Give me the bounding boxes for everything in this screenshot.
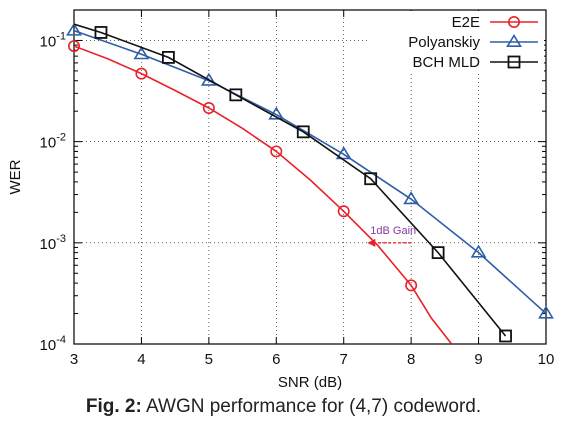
y-axis-label: WER [7, 159, 24, 194]
caption-label: Fig. 2: [85, 396, 142, 417]
legend-marker-bch-mld [507, 55, 521, 69]
polyanskiy-point [470, 244, 487, 258]
x-tick-label: 6 [272, 351, 280, 368]
x-tick-label: 9 [474, 351, 482, 368]
gain-arrow-head [367, 238, 376, 247]
y-tick-label: 10-4 [40, 334, 66, 354]
legend-label-bch-mld: BCH MLD [412, 54, 480, 71]
polyanskiy-line [74, 29, 546, 315]
x-tick-label: 3 [70, 351, 78, 368]
bch-mld-point [499, 329, 512, 343]
bch-mld-point [431, 246, 445, 260]
plot-frame [73, 9, 547, 345]
polyanskiy-point [66, 22, 82, 36]
x-tick-label: 8 [407, 351, 415, 368]
x-tick-label: 10 [538, 351, 555, 368]
e2e-point [270, 145, 283, 158]
x-tick-label: 7 [340, 351, 348, 368]
bch-mld-point [364, 172, 378, 186]
caption-text: AWGN performance for (4,7) codeword. [146, 396, 482, 417]
y-tick-label: 10-2 [40, 132, 66, 152]
polyanskiy-point [268, 106, 285, 120]
e2e-point [135, 67, 148, 80]
wer-vs-snr-chart: 3 4 5 6 7 8 9 10 10-1 10-2 10-3 10-4 SNR (dB) WER 1dB … [7, 9, 555, 391]
polyanskiy-point [538, 305, 554, 319]
polyanskiy-point [403, 191, 420, 205]
x-tick-label: 5 [205, 351, 213, 368]
bch-mld-line [74, 23, 507, 337]
legend-label-e2e: E2E [452, 14, 480, 31]
bch-mld-point [161, 51, 175, 64]
y-tick-label: 10-3 [40, 233, 66, 253]
legend-label-polyanskiy: Polyanskiy [408, 34, 480, 51]
x-tick-label: 4 [137, 351, 145, 368]
polyanskiy-point [335, 146, 352, 160]
bch-mld-point [229, 88, 243, 102]
e2e-point [68, 40, 81, 53]
x-axis-label: SNR (dB) [278, 374, 342, 391]
figure-caption: Fig. 2: AWGN performance for (4,7) codew… [0, 396, 567, 418]
e2e-line [74, 45, 453, 344]
e2e-point [202, 102, 215, 115]
polyanskiy-point [200, 72, 217, 86]
e2e-point [405, 279, 418, 292]
polyanskiy-point [133, 46, 150, 60]
y-tick-label: 10-1 [40, 30, 66, 50]
legend-marker-polyanskiy [506, 33, 522, 48]
e2e-point [337, 205, 350, 218]
bch-mld-point [94, 26, 108, 39]
legend-marker-e2e [507, 15, 520, 28]
bch-mld-point [296, 125, 310, 139]
gain-annotation-label: 1dB Gain [370, 225, 416, 237]
